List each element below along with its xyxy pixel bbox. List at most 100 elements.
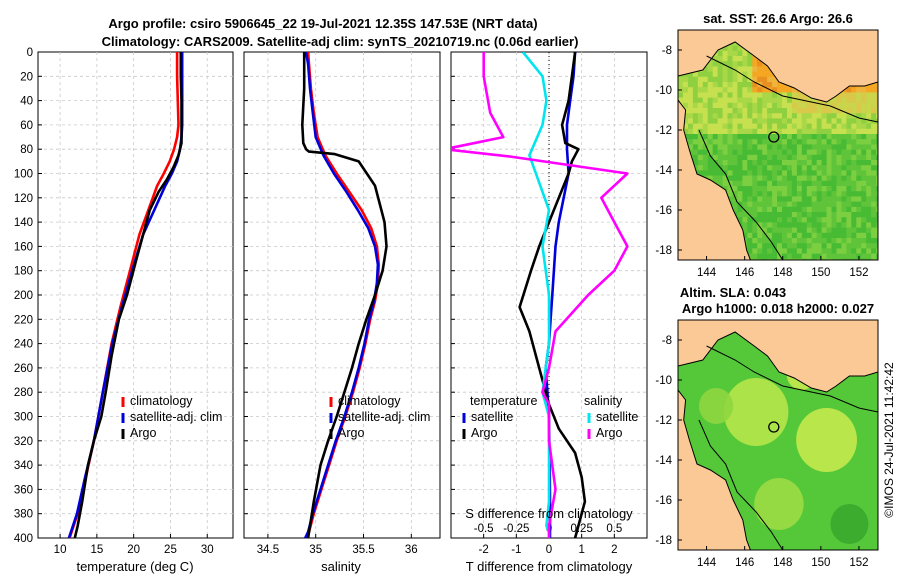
sst-cell <box>737 118 743 124</box>
sst-cell <box>782 113 788 119</box>
sst-cell <box>782 232 788 239</box>
sst-cell <box>777 128 783 135</box>
sst-cell <box>732 45 738 52</box>
depth-tick-label: 260 <box>14 363 33 375</box>
sst-cell <box>856 180 862 187</box>
sst-cell <box>787 206 793 213</box>
sst-cell <box>767 206 773 213</box>
sst-cell <box>811 212 818 218</box>
sst-cell <box>841 118 847 124</box>
sst-cell <box>806 175 813 182</box>
sst-cell <box>806 206 813 213</box>
sst-cell <box>777 253 783 260</box>
sst-cell <box>791 175 798 182</box>
sst-cell <box>831 248 837 254</box>
sst-cell <box>702 87 709 93</box>
sst-cell <box>876 170 878 176</box>
sst-cell <box>717 175 724 182</box>
sst-cell <box>806 160 813 166</box>
sst-cell <box>697 82 704 88</box>
sst-cell <box>717 118 724 124</box>
sst-cell <box>762 253 768 260</box>
sst-cell <box>846 212 852 218</box>
sst-cell <box>871 134 877 140</box>
sst-cell <box>816 217 823 223</box>
sst-cell <box>762 139 768 145</box>
sst-cell <box>697 149 704 156</box>
sst-cell <box>831 243 837 249</box>
sst-cell <box>876 149 878 156</box>
sst-cell <box>861 139 867 145</box>
sst-cell <box>772 92 778 98</box>
sst-cell <box>747 118 753 124</box>
x-tick-label: -2 <box>479 544 489 556</box>
sst-cell <box>836 154 842 161</box>
sst-cell <box>787 217 793 223</box>
sst-cell <box>687 76 694 83</box>
sst-cell <box>692 149 699 156</box>
sst-cell <box>841 201 847 208</box>
sst-cell <box>747 113 753 119</box>
sst-cell <box>861 118 867 124</box>
sst-cell <box>772 144 778 150</box>
sst-cell <box>861 87 867 93</box>
sst-cell <box>762 238 768 244</box>
sst-cell <box>821 186 828 192</box>
sst-cell <box>787 186 793 192</box>
sst-cell <box>767 170 773 176</box>
sst-cell <box>782 144 788 150</box>
sst-cell <box>747 175 753 182</box>
sst-cell <box>836 118 842 124</box>
sst-cell <box>782 87 788 93</box>
sst-cell <box>801 222 808 228</box>
map-lon-label: 150 <box>811 267 830 279</box>
sst-cell <box>777 139 783 145</box>
sst-cell <box>752 154 758 161</box>
sst-shelf-contour <box>698 129 784 260</box>
panel-grids <box>38 52 647 538</box>
sst-cell <box>762 248 768 254</box>
sst-cell <box>692 92 699 98</box>
sst-cell <box>821 170 828 176</box>
sst-cell <box>831 258 837 260</box>
sst-cell <box>796 102 803 109</box>
sst-cell <box>796 154 803 161</box>
sst-cell <box>742 108 748 114</box>
sst-cell <box>732 102 738 109</box>
sst-cell <box>871 128 877 135</box>
sst-cell <box>836 139 842 145</box>
sst-cell <box>732 108 738 114</box>
sst-cell <box>796 144 803 150</box>
sst-cell <box>811 149 818 156</box>
sst-cell <box>782 175 788 182</box>
sst-cell <box>747 97 753 104</box>
sst-cell <box>767 253 773 260</box>
sst-cell <box>831 118 837 124</box>
sst-cell <box>876 165 878 171</box>
sst-cell <box>801 134 808 140</box>
sst-cell <box>856 238 862 244</box>
depth-tick-label: 0 <box>27 47 33 59</box>
sst-cell <box>762 243 768 249</box>
sst-cell <box>791 154 798 161</box>
sst-cell <box>846 165 852 171</box>
map-lon-label: 144 <box>697 557 717 569</box>
sst-cell <box>752 258 758 260</box>
sst-cell <box>851 118 857 124</box>
sst-cell <box>791 238 798 244</box>
sst-cell <box>791 102 798 109</box>
sst-cell <box>806 258 813 260</box>
sst-cell <box>782 191 788 197</box>
sst-cell <box>747 222 753 228</box>
sst-cell <box>876 248 878 254</box>
sst-cell <box>767 227 773 234</box>
sst-cell <box>787 144 793 150</box>
sst-cell <box>757 139 763 145</box>
sst-cell <box>742 170 748 176</box>
sst-cell <box>851 165 857 171</box>
sst-cell <box>757 243 763 249</box>
sst-cell <box>742 118 748 124</box>
sst-cell <box>861 102 867 109</box>
sst-cell <box>732 144 738 150</box>
sst-cell <box>747 217 753 223</box>
